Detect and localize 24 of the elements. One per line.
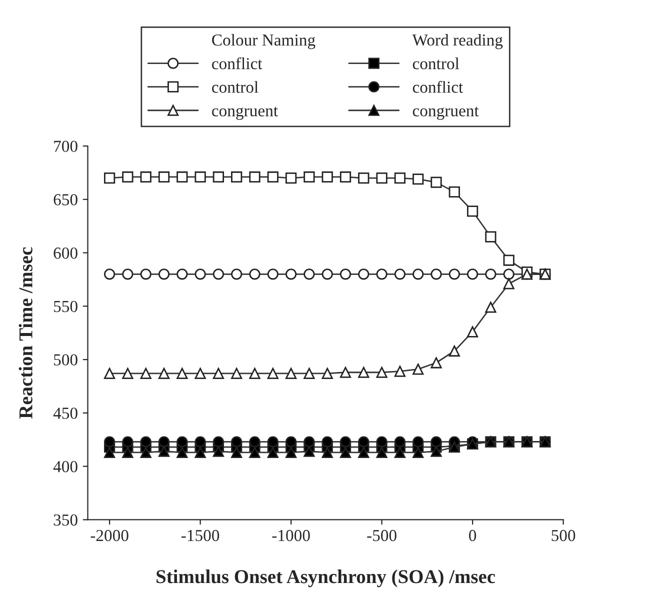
text: Word reading — [412, 34, 503, 50]
x-tick-label: 0 — [469, 530, 476, 542]
legend-label: conflict — [212, 57, 262, 70]
x-tick-label: -1500 — [181, 530, 220, 542]
y-tick-label: 550 — [54, 300, 78, 312]
y-tick-label: 450 — [53, 408, 78, 419]
y-tick-label: 400 — [53, 461, 78, 472]
y-tick-label: 600 — [54, 247, 78, 259]
text: Colour Naming — [212, 34, 316, 50]
x-tick-label: -500 — [367, 530, 396, 542]
x-axis-title: Stimulus Onset Asynchrony (SOA) /msec — [156, 570, 496, 588]
legend-label: control — [412, 58, 460, 70]
y-axis-title: Reaction Time /msec — [18, 247, 32, 419]
y-tick-label: 500 — [54, 354, 78, 366]
legend-label: congruent — [212, 106, 278, 120]
y-tick-label: 650 — [54, 194, 78, 206]
x-tick-label: -2000 — [90, 530, 128, 542]
x-tick-label: -1000 — [272, 530, 310, 542]
x-tick-label: 500 — [552, 530, 576, 542]
y-tick-label: 700 — [54, 140, 78, 152]
y-tick-label: 350 — [54, 514, 78, 526]
legend-label: control — [212, 81, 258, 93]
legend-label: conflict — [412, 80, 464, 93]
legend-label: congruent — [412, 106, 479, 120]
